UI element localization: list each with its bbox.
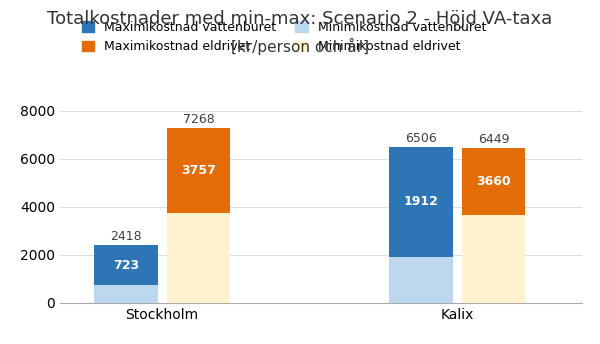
Text: 6506: 6506 <box>405 132 437 145</box>
Bar <box>167 213 230 303</box>
Text: 7268: 7268 <box>182 114 214 126</box>
Bar <box>167 128 230 213</box>
Text: 723: 723 <box>113 259 139 271</box>
Text: Totalkostnader med min-max: Scenario 2 - Höjd VA-taxa: Totalkostnader med min-max: Scenario 2 -… <box>47 10 553 28</box>
Bar <box>389 257 452 303</box>
Bar <box>94 286 158 303</box>
Text: 2418: 2418 <box>110 230 142 243</box>
Bar <box>389 147 452 257</box>
Bar <box>94 245 158 286</box>
Text: 3660: 3660 <box>476 175 511 188</box>
Bar <box>462 148 525 215</box>
Legend: Maximikostnad vattenburet, Maximikostnad eldrivet, Minimikostnad vattenburet, Mi: Maximikostnad vattenburet, Maximikostnad… <box>77 16 491 58</box>
Text: 6449: 6449 <box>478 133 509 146</box>
Text: 3757: 3757 <box>181 164 216 177</box>
Text: 1912: 1912 <box>403 195 438 208</box>
Text: [kr/person och år]: [kr/person och år] <box>231 38 369 55</box>
Bar <box>462 215 525 303</box>
